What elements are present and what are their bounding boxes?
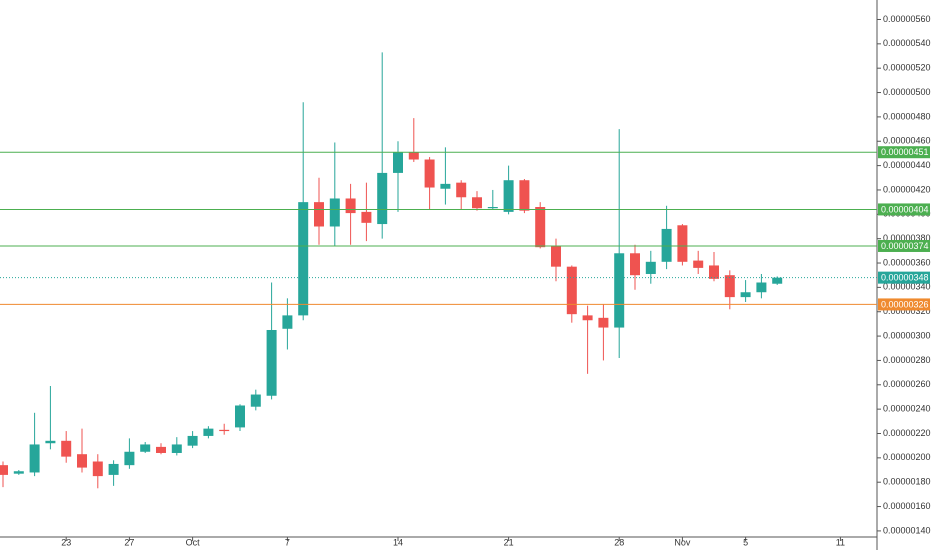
x-tick-label: 23 <box>61 537 71 547</box>
price-label-text: 0.00000326 <box>881 299 929 309</box>
candle-body <box>693 260 704 268</box>
candle-body <box>124 451 135 466</box>
candle-body <box>424 159 435 188</box>
candle-body <box>156 446 166 453</box>
candle-body <box>361 211 372 223</box>
y-tick-label: 0.00000360 <box>883 257 931 267</box>
x-tick-label: 11 <box>836 537 845 547</box>
price-label-bg <box>878 239 930 252</box>
candle-body <box>0 465 8 475</box>
candle-body <box>614 253 625 328</box>
candle-body <box>345 198 356 214</box>
candle-body <box>13 471 24 474</box>
candle-body <box>203 428 214 436</box>
candle-body <box>329 198 340 227</box>
candle-body <box>709 265 719 279</box>
y-tick-label: 0.00000320 <box>883 306 931 316</box>
candle-body <box>472 197 482 209</box>
candle-body <box>219 429 230 432</box>
candle-body <box>77 454 87 468</box>
y-tick-label: 0.00000540 <box>883 38 931 48</box>
price-label-text: 0.00000404 <box>881 204 929 214</box>
candle-body <box>108 463 119 475</box>
price-label-text: 0.00000451 <box>881 147 929 157</box>
price-label-bg <box>878 271 930 284</box>
candle-body <box>756 282 767 293</box>
y-tick-label: 0.00000500 <box>883 87 931 97</box>
y-tick-label: 0.00000240 <box>883 404 931 414</box>
y-tick-label: 0.00000440 <box>883 160 931 170</box>
candle-body <box>298 202 309 316</box>
candle-body <box>772 277 783 284</box>
candle-body <box>171 444 182 453</box>
x-tick-label: 5 <box>743 537 748 547</box>
candle-body <box>582 315 593 321</box>
candle-body <box>677 225 688 262</box>
y-tick-label: 0.00000260 <box>883 379 931 389</box>
price-label-bg <box>878 203 930 216</box>
candle-body <box>61 440 72 457</box>
y-tick-label: 0.00000180 <box>883 477 931 487</box>
candle-body <box>393 152 403 173</box>
y-tick-label: 0.00000480 <box>883 111 931 121</box>
y-tick-label: 0.00000160 <box>883 501 931 511</box>
price-label-text: 0.00000374 <box>881 241 929 251</box>
y-tick-label: 0.00000200 <box>883 452 931 462</box>
candle-body <box>535 207 546 248</box>
candle-body <box>140 444 151 452</box>
candle-body <box>235 405 245 428</box>
candle-body <box>740 292 751 298</box>
candle-body <box>598 317 609 328</box>
x-tick-label: 14 <box>393 537 403 547</box>
y-tick-label: 0.00000420 <box>883 184 931 194</box>
x-tick-label: 7 <box>285 537 290 547</box>
candle-body <box>408 152 419 160</box>
x-tick-label: 27 <box>124 537 134 547</box>
candle-body <box>487 207 498 209</box>
candle-body <box>503 180 514 212</box>
y-tick-label: 0.00000340 <box>883 282 931 292</box>
price-label-bg <box>878 298 930 311</box>
y-tick-label: 0.00000300 <box>883 330 931 340</box>
price-label: 0.00000404 <box>878 203 930 216</box>
y-tick-label: 0.00000280 <box>883 355 931 365</box>
x-tick-label: Nov <box>674 537 691 547</box>
price-label: 0.00000348 <box>878 271 930 284</box>
y-tick-label: 0.00000140 <box>883 525 931 535</box>
candle-body <box>724 275 735 298</box>
candle-body <box>440 183 451 189</box>
candle-body <box>456 182 467 198</box>
y-tick-label: 0.00000460 <box>883 136 931 146</box>
candle-body <box>661 228 672 262</box>
candle-body <box>250 394 261 407</box>
price-label: 0.00000374 <box>878 239 930 252</box>
candle-body <box>551 245 561 267</box>
y-tick-label: 0.00000220 <box>883 428 931 438</box>
candle-body <box>187 435 198 446</box>
x-tick-label: Oct <box>186 537 201 547</box>
candle-body <box>314 202 324 227</box>
price-label-text: 0.00000348 <box>881 273 929 283</box>
y-tick-label: 0.00000380 <box>883 233 931 243</box>
x-tick-label: 28 <box>614 537 624 547</box>
candle-body <box>566 266 577 315</box>
candle-body <box>29 444 40 473</box>
candle-body <box>92 461 103 477</box>
price-label-bg <box>878 146 930 159</box>
price-label: 0.00000451 <box>878 146 930 159</box>
candle-body <box>45 440 56 444</box>
price-label: 0.00000326 <box>878 298 930 311</box>
y-tick-label: 0.00000560 <box>883 14 931 24</box>
candle-body <box>266 329 277 396</box>
x-tick-label: 21 <box>504 537 514 547</box>
candle-body <box>519 180 530 211</box>
candle-body <box>377 172 388 225</box>
candle-body <box>630 253 640 276</box>
y-tick-label: 0.00000520 <box>883 63 931 73</box>
candle-body <box>645 261 656 274</box>
candle-body <box>282 315 293 329</box>
